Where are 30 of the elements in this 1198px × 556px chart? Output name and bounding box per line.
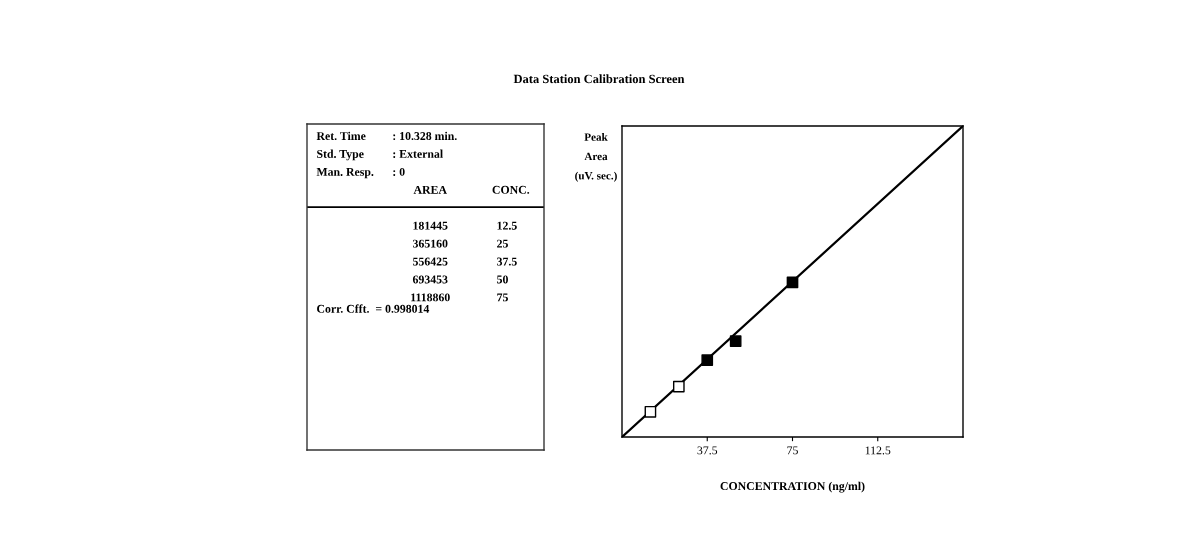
text: CONC. [492,185,530,194]
point [701,354,714,367]
text: 50 [497,275,508,284]
text: 1118860 [411,293,450,302]
text: 37.5 [497,257,517,266]
text: 365160 [412,239,448,248]
text: 25 [497,239,508,248]
text: Man. Resp. [316,168,374,179]
text: Corr. Cfft. = 0.998014 [317,304,430,313]
x-axis-title: CONCENTRATION (ng/ml) [720,481,865,493]
text: Std. Type [317,149,364,161]
point [786,276,799,289]
text: : 0 [393,167,405,176]
text: : 10.328 min. [393,131,457,141]
text: Data Station Calibration Screen [513,74,685,84]
text: 693453 [412,275,448,284]
y-axis-title: Peak Area (uV. sec.) [575,133,617,182]
text: 181445 [413,221,448,230]
text: 75 [497,293,508,302]
point [672,380,685,393]
text: 556425 [413,257,448,266]
text: Ret. Time [316,131,366,141]
point [644,405,657,418]
text: 12.5 [497,221,517,230]
text: AREA [413,185,447,194]
x-tick-label: 112.5 [865,446,891,455]
point [729,335,742,348]
x-tick-label: 37.5 [697,446,718,455]
x-tick-label: 75 [787,446,798,455]
text: : External [393,149,443,158]
